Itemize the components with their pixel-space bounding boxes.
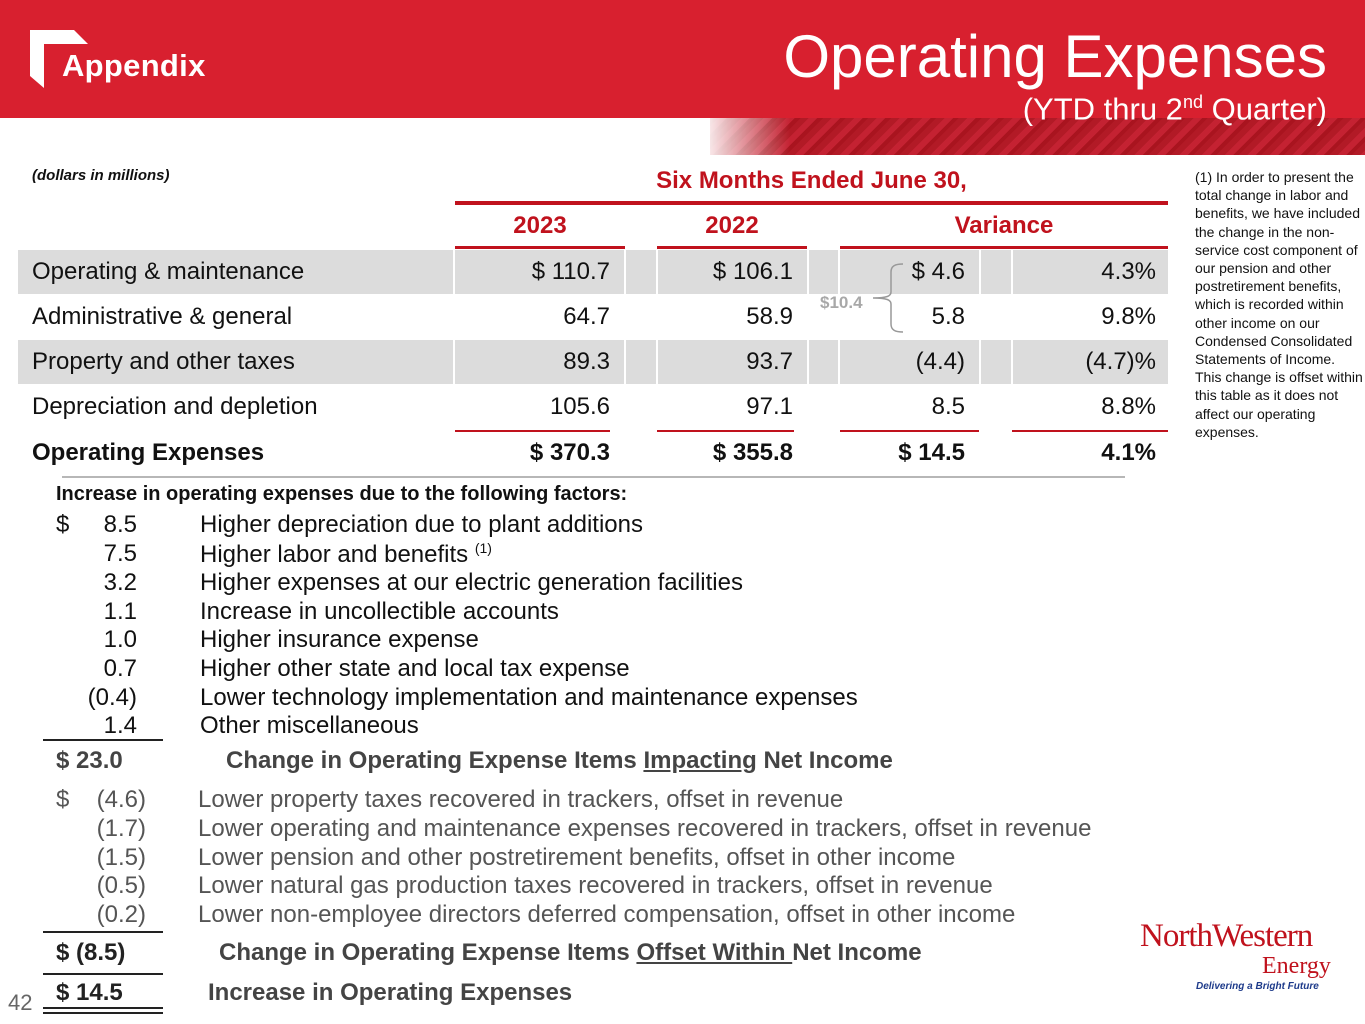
impacting-total-label: Change in Operating Expense Items Impact… — [226, 747, 893, 774]
bracket-icon — [872, 263, 904, 333]
company-logo-sub: Energy — [1262, 953, 1331, 979]
cell-variance: 5.8 — [931, 303, 965, 330]
total-label: Operating Expenses — [32, 439, 265, 466]
cell-2022: 93.7 — [746, 348, 793, 375]
footnote: (1) In order to present the total change… — [1195, 169, 1363, 440]
page-subtitle: (YTD thru 2nd Quarter) — [1022, 91, 1327, 127]
grand-total-label: Increase in Operating Expenses — [208, 979, 573, 1006]
page-number: 42 — [8, 990, 33, 1015]
header-band: Appendix Operating Expenses (YTD thru 2n… — [0, 0, 1365, 155]
table-total-row: Operating Expenses $ 370.3 $ 355.8 $ 14.… — [18, 431, 1168, 475]
corner-logo-icon — [30, 30, 88, 88]
total-rule-2023 — [455, 430, 610, 432]
header-ribbon-fade — [700, 118, 790, 155]
company-logo-name: NorthWestern — [1140, 918, 1313, 954]
row-label: Property and other taxes — [32, 348, 295, 375]
impacting-total-amount: $ 23.0 — [56, 747, 123, 774]
row-label: Administrative & general — [32, 303, 293, 330]
cell-variance: $ 4.6 — [911, 258, 965, 285]
page-title: Operating Expenses — [783, 23, 1327, 90]
factors-heading: Increase in operating expenses due to th… — [56, 483, 628, 505]
table-row: Depreciation and depletion 105.6 97.1 8.… — [18, 385, 1168, 429]
offset-total-amount: $ (8.5) — [56, 939, 126, 966]
col-header-2023: 2023 — [513, 212, 567, 239]
total-rule-2022 — [657, 430, 794, 432]
bracket-label: $10.4 — [820, 293, 863, 312]
table-bottom-rule — [62, 476, 1125, 478]
cell-2023: 105.6 — [549, 393, 610, 420]
cell-pct: (4.7)% — [1085, 348, 1156, 375]
total-pct: 4.1% — [1101, 439, 1156, 466]
total-rule-pct — [1012, 430, 1168, 432]
col-rule-2022 — [657, 246, 807, 249]
row-label: Operating & maintenance — [32, 258, 305, 285]
total-2022: $ 355.8 — [712, 439, 793, 466]
cell-pct: 9.8% — [1101, 303, 1156, 330]
grand-total-amount: $ 14.5 — [56, 979, 123, 1006]
total-2023: $ 370.3 — [529, 439, 610, 466]
cell-pct: 4.3% — [1101, 258, 1156, 285]
col-header-variance: Variance — [954, 212, 1054, 239]
company-tagline: Delivering a Bright Future — [1196, 981, 1319, 992]
total-variance: $ 14.5 — [898, 439, 965, 466]
col-header-2022: 2022 — [705, 212, 759, 239]
total-rule — [43, 973, 163, 975]
col-rule-2023 — [455, 246, 625, 249]
table-row: Administrative & general 64.7 58.9 5.8 9… — [18, 295, 1168, 339]
table-row: Operating & maintenance $ 110.7 $ 106.1 … — [18, 250, 1168, 294]
col-rule-variance — [840, 246, 1168, 249]
cell-2022: 58.9 — [746, 303, 793, 330]
section-label: Appendix — [62, 48, 206, 83]
total-rule-variance — [840, 430, 979, 432]
subtotal-rule — [43, 931, 163, 933]
double-rule-bottom — [43, 1012, 163, 1014]
cell-variance: (4.4) — [915, 348, 965, 375]
cell-variance: 8.5 — [931, 393, 965, 420]
cell-2023: 64.7 — [563, 303, 610, 330]
cell-2022: 97.1 — [746, 393, 793, 420]
offset-total-label: Change in Operating Expense Items Offset… — [219, 939, 922, 966]
units-note: (dollars in millions) — [32, 167, 170, 184]
cell-pct: 8.8% — [1101, 393, 1156, 420]
subtotal-rule — [43, 739, 163, 741]
cell-2022: $ 106.1 — [712, 258, 793, 285]
header-ribbon-texture — [710, 118, 1365, 155]
cell-2023: 89.3 — [563, 348, 610, 375]
period-rule — [455, 201, 1168, 205]
double-rule-top — [43, 1007, 163, 1009]
cell-2023: $ 110.7 — [531, 258, 610, 285]
row-label: Depreciation and depletion — [32, 393, 318, 420]
period-header: Six Months Ended June 30, — [656, 167, 967, 194]
table-row: Property and other taxes 89.3 93.7 (4.4)… — [18, 340, 1168, 384]
